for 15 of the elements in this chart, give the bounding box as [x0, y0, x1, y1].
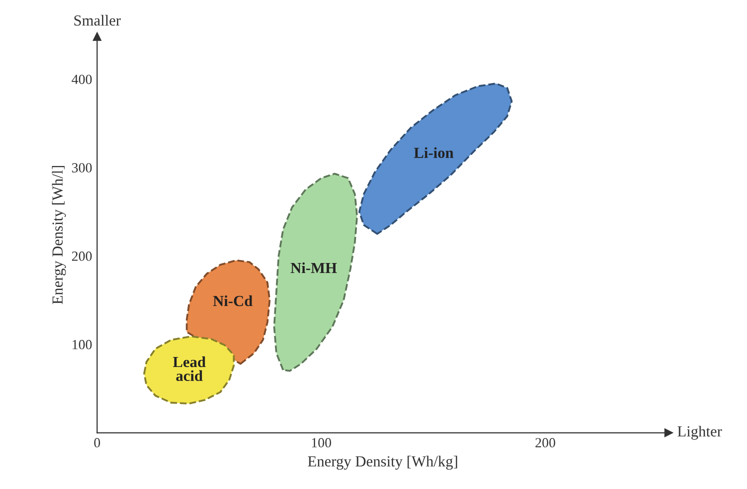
x-axis-title: Energy Density [Wh/kg] [308, 456, 458, 470]
series-label: Li-ion [414, 147, 454, 158]
x-tick-label: 100 [312, 438, 332, 448]
series-label: Lead acid [172, 356, 206, 382]
x-tick-label: 200 [536, 438, 556, 448]
series-label: Ni-Cd [213, 295, 253, 306]
series-label: Ni-MH [290, 262, 337, 273]
text: Lighter [678, 426, 722, 440]
y-axis-title: Energy Density [Wh/l] [52, 166, 66, 304]
text: Smaller [74, 14, 121, 26]
y-tick-label: 200 [72, 252, 92, 261]
y-tick-label: 300 [72, 163, 92, 172]
y-tick-label: 100 [72, 340, 92, 350]
y-tick-label: 400 [72, 74, 92, 84]
x-tick-label: 0 [94, 438, 100, 448]
